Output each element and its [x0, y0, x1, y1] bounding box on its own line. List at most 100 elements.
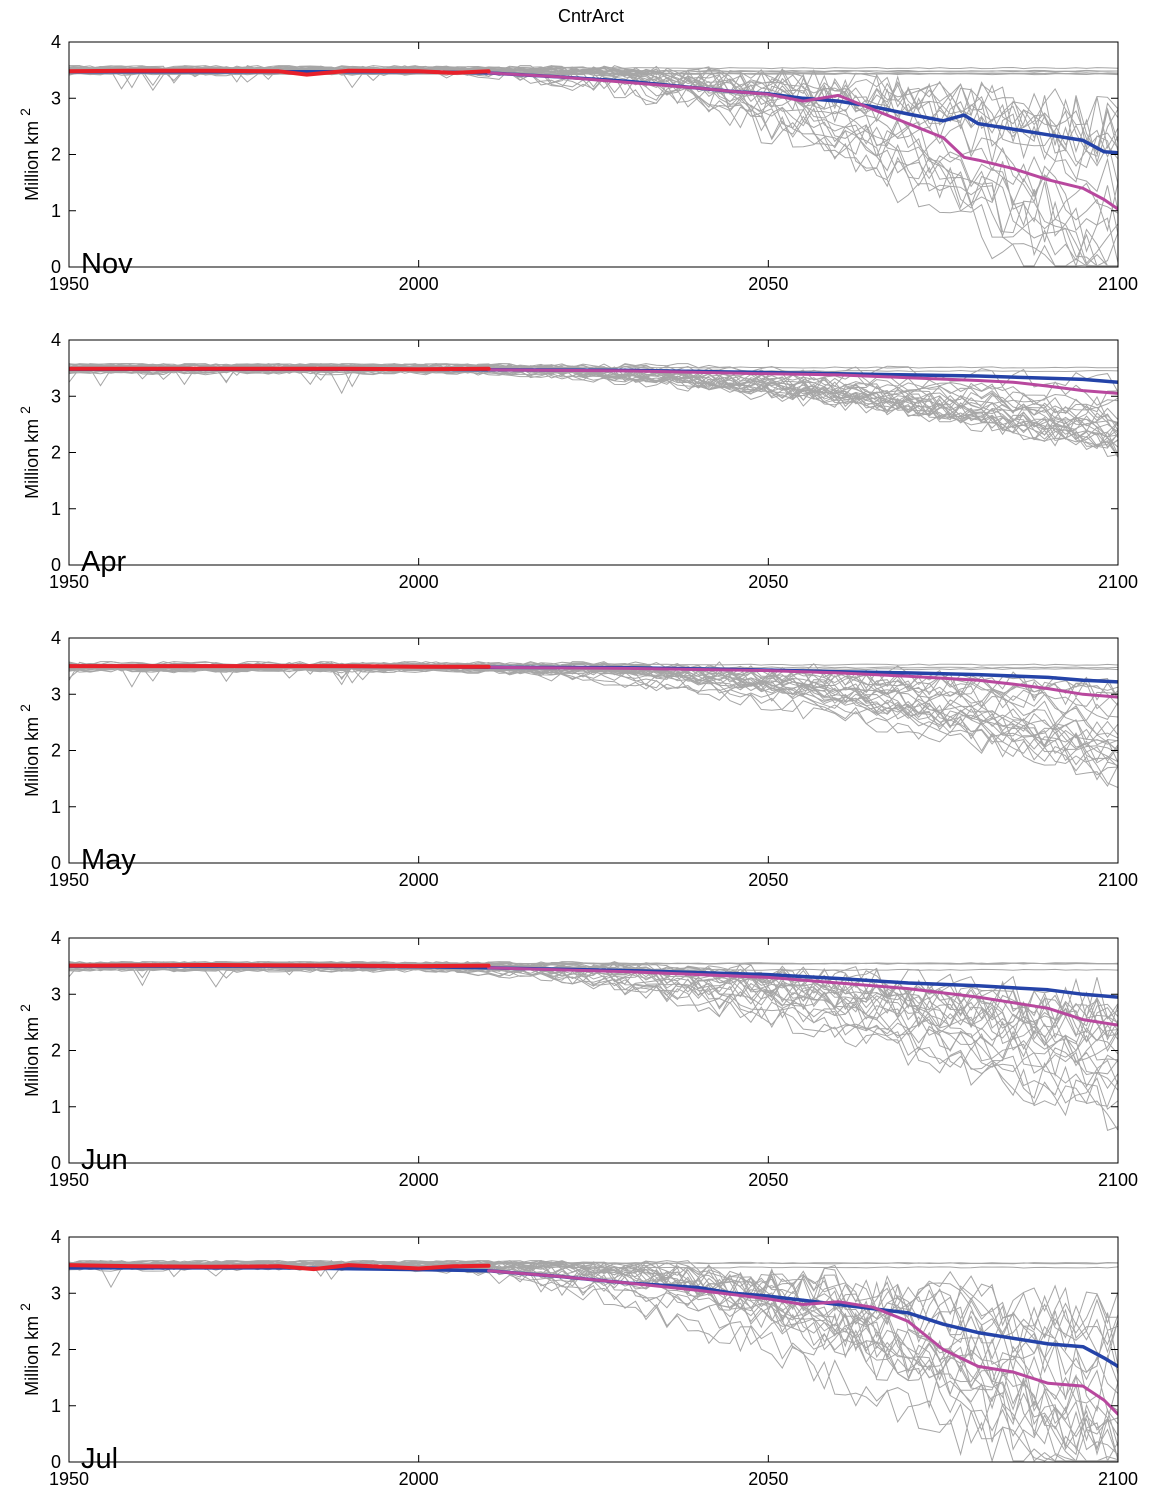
ensemble-member-line: [69, 71, 1118, 267]
ensemble-member-line: [69, 966, 1118, 1078]
series-line-1: [487, 368, 1118, 395]
y-tick-label: 3: [51, 684, 61, 704]
panel-label: Jul: [81, 1443, 118, 1475]
y-tick-label: 2: [51, 443, 61, 463]
y-tick-label: 0: [51, 1153, 61, 1173]
panel-jun: 1950 2000 2050 2100 0 1 2 3 4 Million km 2 Jun: [17, 928, 1138, 1190]
y-tick-label: 2: [51, 1041, 61, 1061]
y-tick-label: 4: [51, 330, 61, 350]
x-tick-label: 2050: [748, 1469, 788, 1489]
ensemble-member-line: [69, 961, 1118, 1061]
ensemble-member-line: [69, 66, 1118, 233]
ensemble-member-line: [69, 67, 1118, 263]
y-tick-label: 3: [51, 386, 61, 406]
y-tick-label: 3: [51, 984, 61, 1004]
series-line-2: [69, 366, 491, 372]
x-tick-label: 2050: [748, 274, 788, 294]
ensemble-member-line: [69, 666, 1118, 750]
ensemble-lines: [69, 363, 1118, 458]
ensemble-lines: [69, 1259, 1118, 1462]
ensemble-member-line: [69, 65, 1118, 267]
panel-nov: 1950 2000 2050 2100 0 1 2 3 4 Million km 2 Nov: [17, 32, 1138, 294]
panel-jul: 1950 2000 2050 2100 0 1 2 3 4 Million km 2 Jul: [17, 1227, 1138, 1489]
ensemble-member-line: [69, 1260, 1118, 1412]
panel-may: 1950 2000 2050 2100 0 1 2 3 4 Million km 2 May: [17, 628, 1138, 890]
y-tick-label: 2: [51, 145, 61, 165]
ensemble-member-line: [69, 67, 1118, 267]
y-axis-label: Million km 2: [17, 1303, 42, 1396]
x-tick-label: 2100: [1098, 1170, 1138, 1190]
ensemble-member-line: [69, 662, 1118, 763]
y-tick-label: 1: [51, 201, 61, 221]
y-tick-label: 4: [51, 1227, 61, 1247]
y-tick-label: 2: [51, 1340, 61, 1360]
panel-apr: 1950 2000 2050 2100 0 1 2 3 4 Million km 2 Apr: [17, 330, 1138, 592]
y-tick-label: 0: [51, 1452, 61, 1472]
y-tick-label: 1: [51, 797, 61, 817]
ensemble-member-line: [69, 1260, 1118, 1361]
series-line-1: [487, 1269, 1118, 1416]
ensemble-member-line: [69, 67, 1118, 235]
series-line-2: [69, 68, 491, 77]
x-tick-label: 2050: [748, 870, 788, 890]
x-tick-label: 2000: [399, 870, 439, 890]
ensemble-member-line: [69, 963, 1118, 1075]
x-tick-label: 2100: [1098, 572, 1138, 592]
ensemble-member-line: [69, 964, 1118, 1090]
y-axis-label: Million km 2: [17, 1004, 42, 1097]
y-tick-label: 2: [51, 741, 61, 761]
y-tick-label: 1: [51, 1097, 61, 1117]
series-line-2: [69, 963, 491, 969]
y-tick-label: 3: [51, 88, 61, 108]
y-tick-label: 1: [51, 499, 61, 519]
x-tick-label: 2050: [748, 572, 788, 592]
series-line-0: [69, 1266, 1118, 1369]
ensemble-member-line: [69, 661, 1118, 762]
series-line-2: [69, 664, 491, 669]
y-tick-label: 0: [51, 555, 61, 575]
y-tick-label: 0: [51, 257, 61, 277]
y-axis-label: Million km 2: [17, 108, 42, 201]
x-tick-label: 2100: [1098, 870, 1138, 890]
x-tick-label: 2000: [399, 1469, 439, 1489]
panel-label: Apr: [81, 546, 126, 578]
ensemble-member-line: [69, 1265, 1118, 1459]
ensemble-member-line: [69, 1263, 1118, 1338]
ensemble-member-line: [69, 962, 1118, 1020]
x-tick-label: 2050: [748, 1170, 788, 1190]
y-axis-label: Million km 2: [17, 704, 42, 797]
ensemble-member-line: [69, 66, 1118, 265]
ensemble-lines: [69, 65, 1118, 267]
series-line-1: [487, 71, 1118, 211]
panel-label: May: [81, 844, 136, 876]
series-line-2: [69, 1263, 491, 1272]
x-tick-label: 1950: [49, 274, 89, 294]
x-tick-label: 1950: [49, 1469, 89, 1489]
ensemble-member-line: [69, 1260, 1118, 1442]
y-tick-label: 1: [51, 1396, 61, 1416]
ensemble-member-line: [69, 66, 1118, 267]
y-tick-label: 4: [51, 928, 61, 948]
x-tick-label: 1950: [49, 1170, 89, 1190]
y-tick-label: 3: [51, 1283, 61, 1303]
figure-title: CntrArct: [558, 6, 624, 26]
y-tick-label: 4: [51, 32, 61, 52]
ensemble-member-line: [69, 961, 1118, 1131]
y-axis-label: Million km 2: [17, 406, 42, 499]
ensemble-member-line: [69, 66, 1118, 267]
ensemble-lines: [69, 961, 1118, 1131]
ensemble-member-line: [69, 365, 1118, 458]
y-tick-label: 4: [51, 628, 61, 648]
series-line-1: [487, 665, 1118, 699]
panel-label: Nov: [81, 248, 133, 280]
x-tick-label: 2100: [1098, 1469, 1138, 1489]
x-tick-label: 2100: [1098, 274, 1138, 294]
ensemble-member-line: [69, 66, 1118, 70]
x-tick-label: 2000: [399, 1170, 439, 1190]
ensemble-member-line: [69, 70, 1118, 267]
panel-label: Jun: [81, 1144, 128, 1176]
x-tick-label: 1950: [49, 572, 89, 592]
x-tick-label: 2000: [399, 572, 439, 592]
